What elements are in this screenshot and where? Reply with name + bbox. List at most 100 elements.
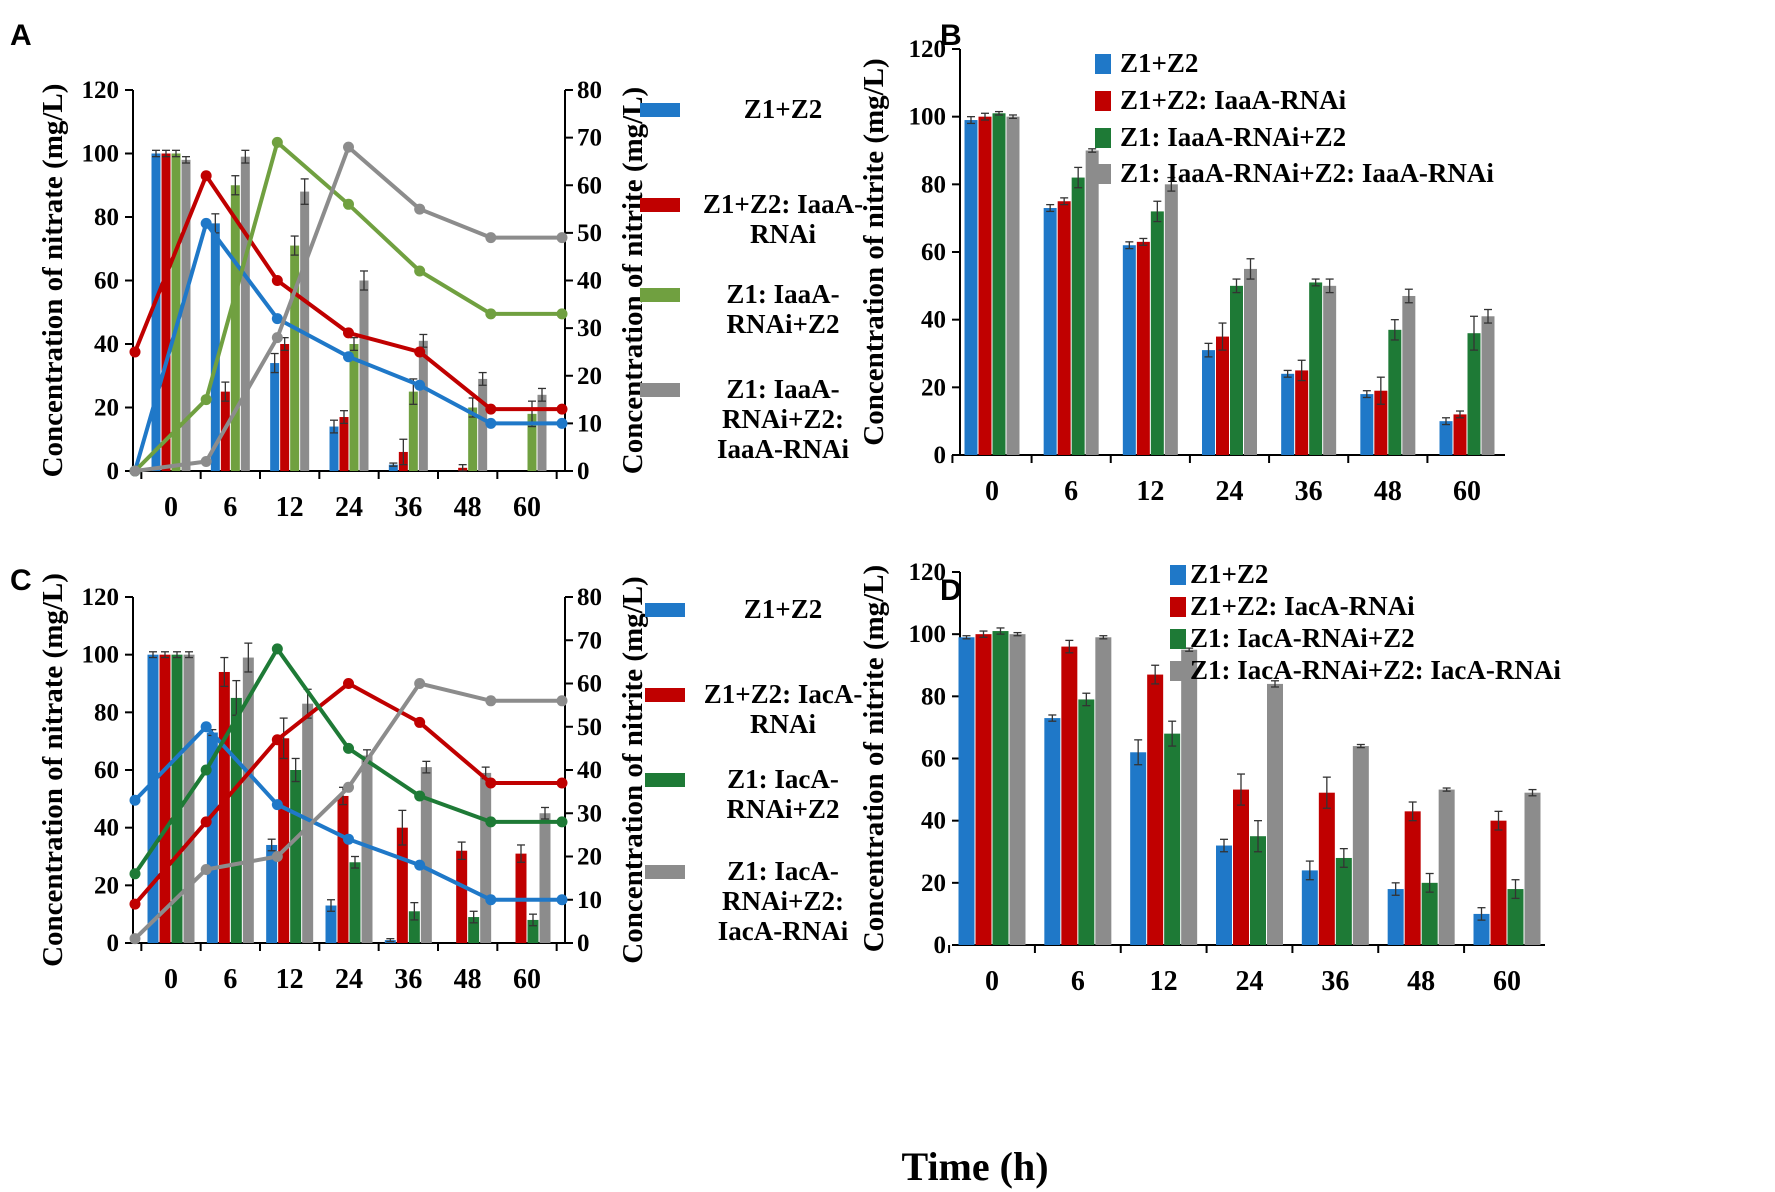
panel-c-y-axis-title: Concentration of nitrate (mg/L) [37,573,69,967]
panel-d-x-tick-label: 6 [1071,966,1085,997]
panel-c-bar [171,654,183,943]
panel-c-y-tick-label: 120 [82,584,120,611]
panel-c-legend-swatch [645,603,685,617]
panel-c-legend-swatch [645,773,685,787]
panel-d-bar [1147,674,1164,945]
panel-d-x-tick-label: 48 [1407,966,1435,997]
panel-b-bar [1085,150,1099,455]
panel-c-x-tick-label: 6 [223,964,237,995]
panel-a-y-tick-label: 20 [94,395,119,422]
panel-b-bar [1323,285,1337,455]
panel-a-x-tick-label: 36 [394,492,422,523]
panel-d-bar [1061,646,1078,945]
panel-a-bar [527,413,537,471]
panel-c-y2-axis-title: Concentration of nitrite (mg/L) [617,576,649,963]
panel-d-y-tick-label: 60 [921,746,946,773]
panel-a-bar [329,426,339,471]
panel-a-x-tick-label: 12 [276,492,304,523]
panel-d-y-tick-label: 40 [921,808,946,835]
panel-c-y2-tick-label: 0 [577,930,590,957]
panel-c-bar [218,671,230,943]
panel-a-line-point [556,232,568,244]
panel-a-y-tick-label: 100 [82,141,120,168]
panel-a-line-point [271,313,283,325]
panel-c-bar [456,850,468,943]
panel-a-bar [359,280,369,471]
panel-a-line-point [485,417,497,429]
panel-label-b: B [940,19,962,52]
panel-b-y-tick-label: 100 [909,104,947,131]
panel-c-bar [337,795,349,943]
panel-c-y-tick-label: 40 [94,815,119,842]
panel-a-line-point [556,403,568,415]
panel-d-bar [1181,649,1198,945]
panel-b-legend-swatch [1095,164,1111,184]
panel-c-line-point [129,898,141,910]
panel-a-line-point [271,136,283,148]
panel-c-line-point [129,868,141,880]
panel-b-bar [1006,116,1020,456]
panel-a-bar [151,153,161,471]
panel-b-bar [1136,241,1150,455]
panel-d-legend-swatch [1170,661,1186,681]
panel-a-bar [537,394,547,471]
panel-c-line-point [414,790,426,802]
panel-d-bar [992,631,1009,945]
panel-b-legend-swatch [1095,91,1111,111]
panel-a-y2-tick-label: 50 [577,220,602,247]
panel-b-bar [1244,268,1257,455]
panel-c-legend-swatch [645,688,685,702]
panel-c-bar [290,770,302,943]
panel-d-x-tick-label: 0 [985,966,999,997]
panel-b-legend-swatch [1095,128,1111,148]
panel-c-bar [302,703,314,943]
panel-a-bar [181,159,191,471]
panel-c-line-point [485,894,497,906]
panel-d-legend-label: Z1: IacA-RNAi+Z2 [1190,623,1415,653]
panel-c-line-point [556,777,568,789]
panel-a-line-point [343,198,354,210]
panel-c-line-point [556,695,568,707]
panel-d-x-tick-label: 24 [1236,966,1264,997]
panel-c-x-tick-label: 0 [164,964,178,995]
panel-c-y-tick-label: 80 [94,699,119,726]
panel-a-bar [270,363,280,471]
panel-b-bar [1043,208,1057,455]
panel-c-y2-tick-label: 20 [577,844,602,871]
panel-a-line-point [414,346,426,358]
panel-c-y2-tick-label: 70 [577,627,602,654]
panel-b-bar [1295,370,1309,455]
panel-a-line-point [200,217,212,229]
panel-a-y2-tick-label: 10 [577,410,602,437]
panel-a-line-point [485,308,497,320]
panel-d-legend-swatch [1170,629,1186,649]
panel-d-bar [1352,746,1369,945]
panel-a-x-tick-label: 6 [223,492,237,523]
panel-c-line-point [485,816,497,828]
panel-b-bar [1164,184,1178,456]
panel-c-bar [325,905,337,943]
panel-a-legend-swatch [640,103,680,117]
panel-d-y-axis-title: Concentration of nitrite (mg/L) [858,565,890,952]
panel-b-y-tick-label: 20 [921,374,946,401]
panel-c-y2-tick-label: 30 [577,800,602,827]
panel-b-legend-label: Z1+Z2: IaaA-RNAi [1120,85,1347,115]
panel-d-x-tick-label: 36 [1321,966,1349,997]
panel-a-y2-tick-label: 70 [577,125,602,152]
panel-c-bar [361,755,373,943]
panel-c-bar [278,738,290,943]
panel-d-legend-swatch [1170,565,1186,585]
panel-c-line-point [271,799,283,811]
panel-c-bar [242,657,254,943]
panel-d-bar [1267,683,1283,945]
panel-label-a: A [10,19,32,52]
panel-d-bar [1164,733,1181,945]
panel-b-y-tick-label: 40 [921,307,946,334]
panel-a-legend-swatch [640,383,680,397]
panel-d-bar [1421,882,1438,945]
panel-a-line [133,171,562,412]
panel-c-bar [230,697,242,943]
panel-a-bar [210,223,220,471]
panel-c-y2-tick-label: 10 [577,887,602,914]
